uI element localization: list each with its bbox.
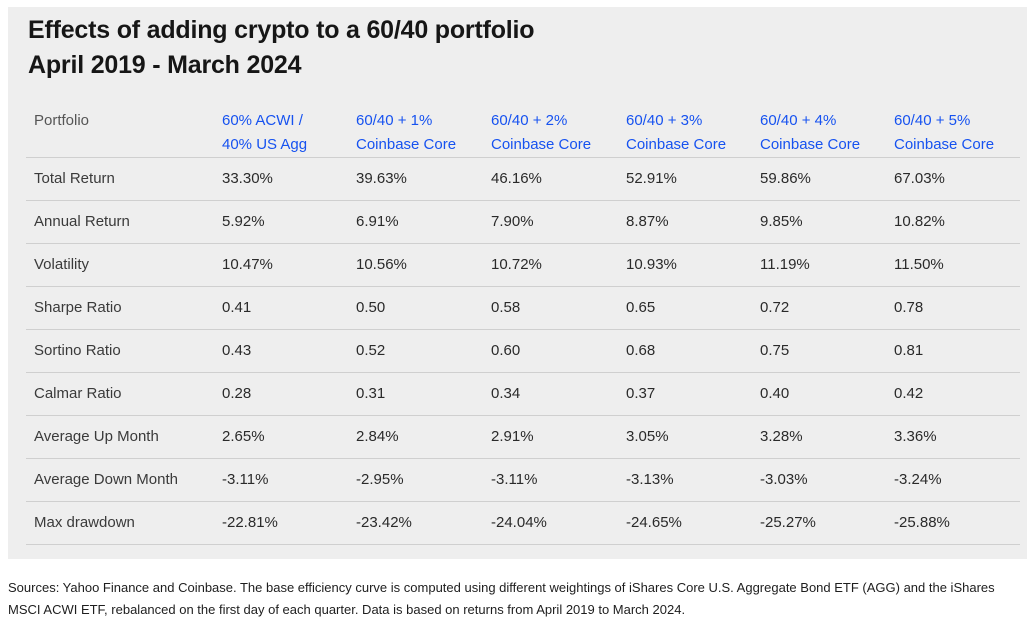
metric-label: Volatility xyxy=(26,243,214,287)
table-cell: 0.43 xyxy=(214,329,348,373)
chart-title-line-2: April 2019 - March 2024 xyxy=(28,51,302,79)
metric-label: Total Return xyxy=(26,157,214,201)
column-header-line-1: 60% ACWI / xyxy=(222,112,303,129)
table-cell: 0.60 xyxy=(483,329,618,373)
column-header-line-1: 60/40 + 2% xyxy=(491,112,568,129)
table-cell: 3.28% xyxy=(752,415,886,459)
table-cell: 10.82% xyxy=(886,200,1020,244)
table-cell: -3.11% xyxy=(483,458,618,502)
chart-title: Effects of adding crypto to a 60/40 port… xyxy=(28,13,535,83)
table-cell: -3.13% xyxy=(618,458,752,502)
column-header-line-2: Coinbase Core xyxy=(626,136,727,153)
table-row: Average Up Month 2.65% 2.84% 2.91% 3.05%… xyxy=(26,415,1020,459)
metric-label: Max drawdown xyxy=(26,501,214,545)
table-row: Sortino Ratio 0.43 0.52 0.60 0.68 0.75 0… xyxy=(26,329,1020,373)
table-cell: 0.75 xyxy=(752,329,886,373)
column-header-line-2: Coinbase Core xyxy=(356,136,457,153)
table-row: Annual Return 5.92% 6.91% 7.90% 8.87% 9.… xyxy=(26,200,1020,244)
table-cell: 8.87% xyxy=(618,200,752,244)
table-cell: 3.36% xyxy=(886,415,1020,459)
column-header-line-1: 60/40 + 3% xyxy=(626,112,703,129)
table-cell: 0.42 xyxy=(886,372,1020,416)
sources-note: Sources: Yahoo Finance and Coinbase. The… xyxy=(8,580,995,617)
table-cell: 0.68 xyxy=(618,329,752,373)
table-cell: 10.72% xyxy=(483,243,618,287)
table-cell: 6.91% xyxy=(348,200,483,244)
returns-table: Portfolio 60% ACWI / 40% US Agg 60/40 + … xyxy=(26,100,1020,545)
column-header-line-2: Coinbase Core xyxy=(894,136,995,153)
portfolio-header: Portfolio xyxy=(26,100,214,158)
table-cell: 10.56% xyxy=(348,243,483,287)
table-cell: 0.50 xyxy=(348,286,483,330)
table-cell: 0.78 xyxy=(886,286,1020,330)
column-header: 60/40 + 2% Coinbase Core xyxy=(483,100,618,158)
table-cell: -25.88% xyxy=(886,501,1020,545)
column-header-line-2: Coinbase Core xyxy=(491,136,592,153)
column-header: 60/40 + 5% Coinbase Core xyxy=(886,100,1020,158)
table-row: Total Return 33.30% 39.63% 46.16% 52.91%… xyxy=(26,157,1020,201)
table-cell: 0.41 xyxy=(214,286,348,330)
metric-label: Calmar Ratio xyxy=(26,372,214,416)
table-cell: 0.81 xyxy=(886,329,1020,373)
table-cell: -3.11% xyxy=(214,458,348,502)
table-cell: -22.81% xyxy=(214,501,348,545)
table-cell: -3.03% xyxy=(752,458,886,502)
table-cell: 10.47% xyxy=(214,243,348,287)
metric-label: Average Down Month xyxy=(26,458,214,502)
table-cell: 0.65 xyxy=(618,286,752,330)
metric-label: Average Up Month xyxy=(26,415,214,459)
table-cell: 10.93% xyxy=(618,243,752,287)
table-cell: -23.42% xyxy=(348,501,483,545)
table-cell: 3.05% xyxy=(618,415,752,459)
table-cell: -25.27% xyxy=(752,501,886,545)
column-header-line-1: 60/40 + 5% xyxy=(894,112,971,129)
column-header: 60/40 + 1% Coinbase Core xyxy=(348,100,483,158)
chart-panel: Effects of adding crypto to a 60/40 port… xyxy=(8,7,1027,559)
table-cell: 0.72 xyxy=(752,286,886,330)
table-cell: 0.31 xyxy=(348,372,483,416)
column-header-line-2: Coinbase Core xyxy=(760,136,861,153)
table-cell: 2.65% xyxy=(214,415,348,459)
column-header-line-1: 60/40 + 1% xyxy=(356,112,433,129)
metric-label: Sortino Ratio xyxy=(26,329,214,373)
table-header-row: Portfolio 60% ACWI / 40% US Agg 60/40 + … xyxy=(26,100,1020,158)
table-row: Calmar Ratio 0.28 0.31 0.34 0.37 0.40 0.… xyxy=(26,372,1020,416)
table-cell: 0.37 xyxy=(618,372,752,416)
table-cell: 33.30% xyxy=(214,157,348,201)
table-cell: 2.84% xyxy=(348,415,483,459)
table-cell: 0.58 xyxy=(483,286,618,330)
table-cell: 7.90% xyxy=(483,200,618,244)
column-header-line-2: 40% US Agg xyxy=(222,136,308,153)
table-cell: 59.86% xyxy=(752,157,886,201)
table-cell: 0.34 xyxy=(483,372,618,416)
column-header: 60% ACWI / 40% US Agg xyxy=(214,100,348,158)
table-row: Sharpe Ratio 0.41 0.50 0.58 0.65 0.72 0.… xyxy=(26,286,1020,330)
table-cell: 67.03% xyxy=(886,157,1020,201)
table-cell: 11.19% xyxy=(752,243,886,287)
table-cell: 9.85% xyxy=(752,200,886,244)
table-cell: 0.52 xyxy=(348,329,483,373)
table-cell: 11.50% xyxy=(886,243,1020,287)
column-header: 60/40 + 3% Coinbase Core xyxy=(618,100,752,158)
table-row: Volatility 10.47% 10.56% 10.72% 10.93% 1… xyxy=(26,243,1020,287)
table-cell: 5.92% xyxy=(214,200,348,244)
table-cell: 2.91% xyxy=(483,415,618,459)
table-cell: -3.24% xyxy=(886,458,1020,502)
chart-title-line-1: Effects of adding crypto to a 60/40 port… xyxy=(28,16,535,44)
table-row: Max drawdown -22.81% -23.42% -24.04% -24… xyxy=(26,501,1020,545)
column-header: 60/40 + 4% Coinbase Core xyxy=(752,100,886,158)
table-row: Average Down Month -3.11% -2.95% -3.11% … xyxy=(26,458,1020,502)
table-cell: -24.04% xyxy=(483,501,618,545)
table-cell: 46.16% xyxy=(483,157,618,201)
table-cell: 0.28 xyxy=(214,372,348,416)
table-cell: 0.40 xyxy=(752,372,886,416)
table-cell: -24.65% xyxy=(618,501,752,545)
metric-label: Sharpe Ratio xyxy=(26,286,214,330)
table-cell: 39.63% xyxy=(348,157,483,201)
metric-label: Annual Return xyxy=(26,200,214,244)
column-header-line-1: 60/40 + 4% xyxy=(760,112,837,129)
table-cell: 52.91% xyxy=(618,157,752,201)
table-cell: -2.95% xyxy=(348,458,483,502)
